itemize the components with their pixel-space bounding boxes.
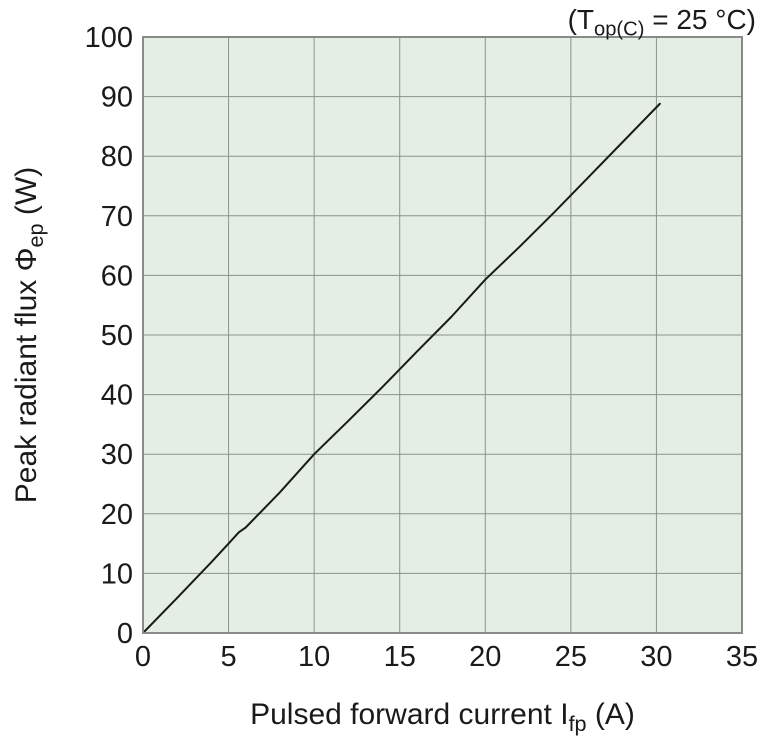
y-tick-label: 40 (101, 380, 133, 412)
y-tick-label: 80 (101, 141, 133, 173)
y-tick-label: 20 (101, 499, 133, 531)
x-tick-label: 5 (221, 641, 237, 673)
y-tick-label: 10 (101, 558, 133, 590)
y-tick-label: 50 (101, 320, 133, 352)
y-tick-label: 60 (101, 260, 133, 292)
x-tick-label: 35 (726, 641, 758, 673)
data-line (142, 102, 661, 634)
y-tick-label: 100 (85, 22, 133, 54)
plot-border (142, 36, 743, 634)
x-tick-label: 10 (298, 641, 330, 673)
y-tick-label: 30 (101, 439, 133, 471)
x-tick-label: 20 (469, 641, 501, 673)
x-tick-label: 15 (384, 641, 416, 673)
condition-annotation: (Top(C) = 25 °C) (567, 4, 756, 41)
y-axis-title: Peak radiant flux Φep (W) (10, 166, 48, 504)
y-tick-label: 70 (101, 201, 133, 233)
y-tick-label: 0 (117, 618, 133, 650)
y-tick-label: 90 (101, 82, 133, 114)
x-tick-label: 30 (640, 641, 672, 673)
x-axis-title: Pulsed forward current Ifp (A) (250, 698, 635, 736)
x-tick-label: 25 (555, 641, 587, 673)
x-tick-label: 0 (135, 641, 151, 673)
